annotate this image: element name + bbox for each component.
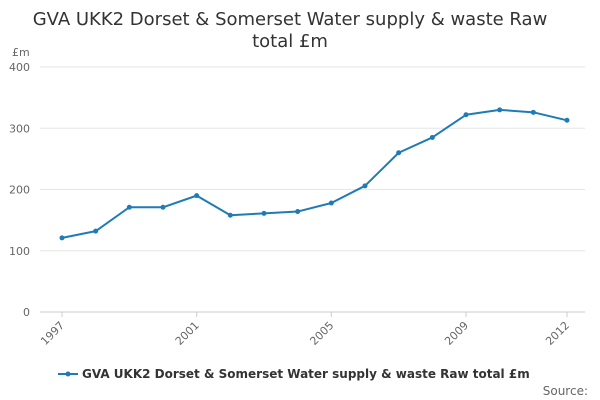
data-point-2009[interactable] [463, 112, 469, 118]
x-tick-label-2005: 2005 [307, 319, 336, 348]
series-group [59, 107, 570, 241]
data-point-2001[interactable] [194, 193, 200, 199]
legend[interactable]: GVA UKK2 Dorset & Somerset Water supply … [58, 367, 530, 381]
x-tick-label-1997: 1997 [38, 319, 67, 348]
x-axis-ticks: 1997 2001 2005 2009 2012 [38, 312, 572, 348]
y-tick-label-200: 200 [9, 184, 30, 197]
data-point-2005[interactable] [328, 200, 334, 206]
data-point-2000[interactable] [160, 204, 166, 210]
data-point-2002[interactable] [227, 212, 233, 218]
data-point-1998[interactable] [93, 228, 99, 234]
data-point-1999[interactable] [126, 204, 132, 210]
data-point-2004[interactable] [295, 209, 301, 215]
data-point-2008[interactable] [429, 134, 435, 140]
series-line-0 [61, 108, 568, 239]
data-point-2007[interactable] [396, 150, 402, 156]
source-label: Source: [543, 384, 588, 398]
legend-label: GVA UKK2 Dorset & Somerset Water supply … [82, 367, 530, 381]
y-tick-label-400: 400 [9, 61, 30, 74]
data-point-1997[interactable] [59, 235, 65, 241]
data-point-2011[interactable] [530, 109, 536, 115]
data-point-2012[interactable] [564, 117, 570, 123]
x-tick-label-2001: 2001 [173, 319, 202, 348]
x-tick-label-2012: 2012 [543, 319, 572, 348]
y-axis-ticks: 0 100 200 300 400 [9, 61, 30, 319]
data-point-2006[interactable] [362, 183, 368, 189]
chart-title-line-2: total £m [252, 31, 328, 52]
data-point-2010[interactable] [497, 107, 503, 113]
x-tick-label-2009: 2009 [442, 319, 471, 348]
gridlines [40, 66, 585, 313]
data-point-2003[interactable] [261, 210, 267, 216]
chart-title-line-1: GVA UKK2 Dorset & Somerset Water supply … [33, 9, 548, 30]
y-tick-label-300: 300 [9, 122, 30, 135]
legend-point-marker [65, 371, 71, 377]
y-tick-label-100: 100 [9, 245, 30, 258]
y-unit-label: £m [12, 46, 30, 59]
y-tick-label-0: 0 [23, 306, 30, 319]
